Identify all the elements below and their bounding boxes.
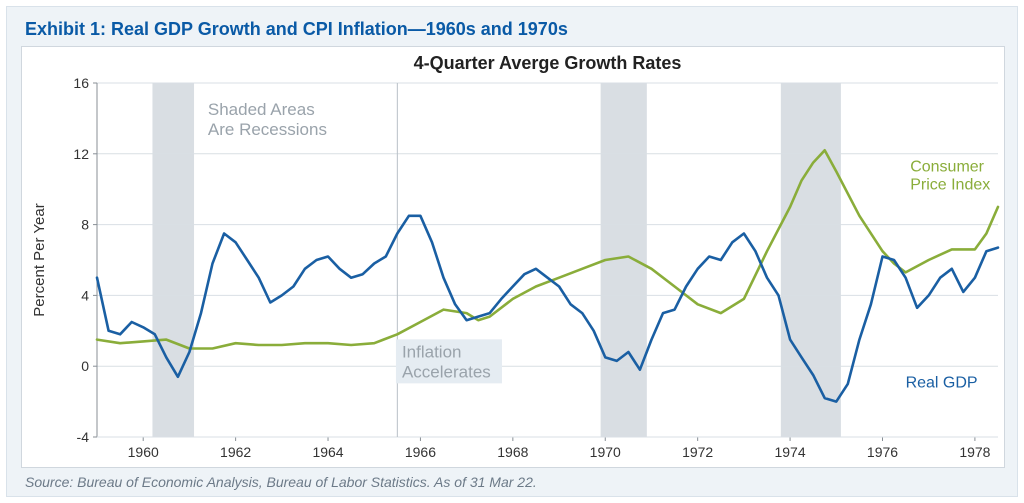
svg-text:1968: 1968 xyxy=(497,444,528,460)
page-root: Exhibit 1: Real GDP Growth and CPI Infla… xyxy=(0,0,1024,503)
svg-text:-4: -4 xyxy=(77,429,90,445)
svg-text:Accelerates: Accelerates xyxy=(402,362,491,381)
svg-text:Consumer: Consumer xyxy=(910,159,984,176)
exhibit-panel: Exhibit 1: Real GDP Growth and CPI Infla… xyxy=(6,6,1018,497)
svg-text:4-Quarter Averge Growth Rates: 4-Quarter Averge Growth Rates xyxy=(414,53,682,73)
svg-text:1966: 1966 xyxy=(405,444,436,460)
exhibit-title: Exhibit 1: Real GDP Growth and CPI Infla… xyxy=(25,19,1003,40)
exhibit-prefix: Exhibit 1: xyxy=(25,19,106,39)
svg-text:16: 16 xyxy=(73,75,89,91)
svg-text:12: 12 xyxy=(73,146,89,162)
svg-text:1960: 1960 xyxy=(128,444,159,460)
svg-text:1970: 1970 xyxy=(590,444,621,460)
svg-text:1974: 1974 xyxy=(774,444,805,460)
svg-text:Shaded Areas: Shaded Areas xyxy=(208,100,315,119)
chart-container: -4 0 4 8 12 16 1960 1962 1964 1966 1968 1970 1972 197… xyxy=(21,46,1005,468)
svg-text:Price Index: Price Index xyxy=(910,177,990,194)
svg-text:Are Recessions: Are Recessions xyxy=(208,120,327,139)
line-chart: -4 0 4 8 12 16 1960 1962 1964 1966 1968 1970 1972 197… xyxy=(22,47,1016,465)
svg-text:Percent Per Year: Percent Per Year xyxy=(31,203,48,316)
svg-text:1962: 1962 xyxy=(220,444,251,460)
svg-text:8: 8 xyxy=(81,217,89,233)
svg-text:0: 0 xyxy=(81,358,89,374)
source-attribution: Source: Bureau of Economic Analysis, Bur… xyxy=(25,474,1003,490)
svg-text:Inflation: Inflation xyxy=(402,342,462,361)
svg-text:1978: 1978 xyxy=(959,444,990,460)
svg-text:1964: 1964 xyxy=(312,444,343,460)
exhibit-title-text: Real GDP Growth and CPI Inflation—1960s … xyxy=(111,19,568,39)
svg-text:Real GDP: Real GDP xyxy=(906,374,978,391)
svg-text:1972: 1972 xyxy=(682,444,713,460)
svg-text:1976: 1976 xyxy=(867,444,898,460)
svg-text:4: 4 xyxy=(81,287,89,303)
